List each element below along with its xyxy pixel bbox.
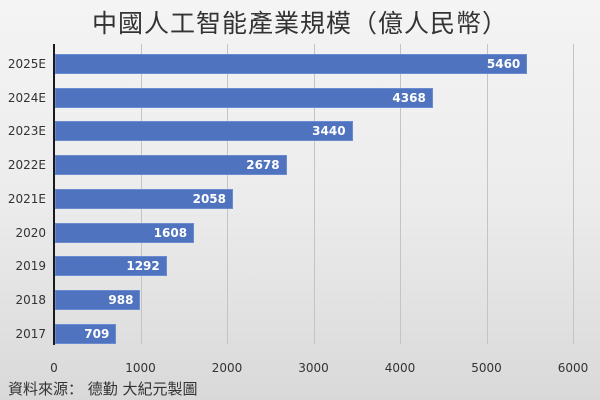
bar: 988 [55, 289, 141, 310]
x-tick-label: 3000 [298, 361, 329, 375]
chart-title: 中國人工智能產業規模（億人民幣） [91, 9, 508, 38]
bar: 709 [55, 323, 117, 344]
y-axis-line [53, 44, 55, 345]
category-label: 2021E [7, 191, 46, 206]
bar-value-label: 4368 [392, 90, 426, 105]
gridline [313, 44, 315, 344]
bar: 2678 [55, 155, 287, 176]
bar-value-label: 2678 [246, 158, 280, 173]
category-label: 2020 [15, 225, 46, 240]
x-tick-label: 0 [50, 361, 58, 375]
bar: 2058 [55, 188, 234, 209]
category-label: 2022E [7, 158, 46, 173]
x-tick-label: 4000 [384, 361, 416, 375]
bar-value-label: 3440 [312, 124, 346, 139]
bar-value-label: 1292 [126, 259, 160, 274]
category-label: 2023E [7, 124, 46, 139]
category-label: 2019 [15, 259, 46, 274]
bar-value-label: 2058 [192, 191, 227, 206]
gridline [573, 44, 574, 344]
category-label: 2017 [15, 326, 46, 341]
bar: 5460 [55, 54, 528, 74]
x-tick-label: 2000 [211, 361, 243, 375]
x-tick-label: 6000 [557, 361, 589, 375]
gridline [400, 44, 401, 344]
bar: 4368 [55, 87, 433, 108]
x-tick-label: 5000 [471, 361, 502, 375]
bar-value-label: 709 [84, 326, 110, 341]
bar: 1292 [55, 256, 167, 277]
source-note: 資料來源： 德勤 大紀元製圖 [8, 380, 198, 398]
bar: 1608 [55, 222, 195, 243]
bar-value-label: 1608 [153, 225, 188, 240]
bar: 3440 [55, 121, 353, 142]
x-tick-label: 1000 [125, 361, 156, 375]
category-label: 2024E [7, 90, 46, 105]
bar-value-label: 988 [108, 292, 134, 307]
category-label: 2025E [7, 57, 46, 71]
category-label: 2018 [15, 292, 46, 307]
gridline [486, 44, 488, 344]
bar-value-label: 5460 [486, 57, 521, 71]
